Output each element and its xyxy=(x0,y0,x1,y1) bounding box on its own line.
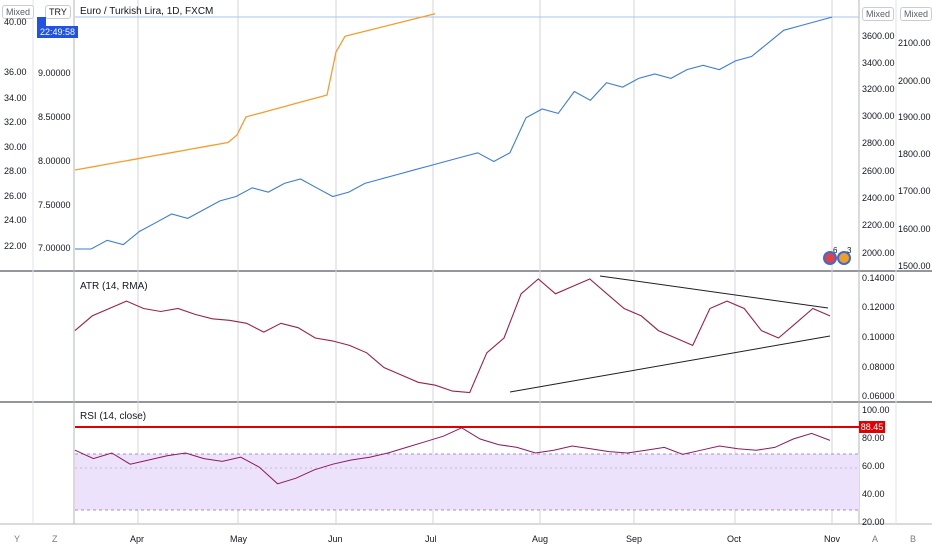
atr-pane-title[interactable]: ATR (14, RMA) xyxy=(80,281,148,292)
time-axis-label: Jul xyxy=(425,534,437,544)
time-axis-label: Apr xyxy=(130,534,145,544)
axis-tick-label: 26.00 xyxy=(4,191,27,201)
events-icon[interactable] xyxy=(823,251,837,265)
trendline-upper[interactable] xyxy=(599,275,829,309)
rsi-level-marker: 88.45 xyxy=(859,421,885,433)
events-count: 6 xyxy=(833,246,838,255)
axis-tick-label: 8.00000 xyxy=(38,156,71,166)
axis-tick-label: 0.12000 xyxy=(862,302,895,312)
axis-tick-label: 1500.00 xyxy=(898,260,931,271)
mixed-scale-toggle-right-b[interactable]: Mixed xyxy=(900,7,932,21)
axis-tick-label: 8.50000 xyxy=(38,112,71,122)
rsi-pane-title[interactable]: RSI (14, close) xyxy=(80,411,147,422)
axis-tick-label: 3600.00 xyxy=(862,31,895,41)
axis-tick-label: 0.06000 xyxy=(862,391,895,401)
axis-tick-label: 3200.00 xyxy=(862,84,895,94)
axis-tick-label: 28.00 xyxy=(4,166,27,176)
axis-tick-label: 0.08000 xyxy=(862,362,895,372)
rsi-series-line[interactable] xyxy=(74,427,831,485)
axis-tick-label: 2000.00 xyxy=(862,248,895,258)
axis-tick-label: 0.10000 xyxy=(862,332,895,342)
axis-tick-label: 32.00 xyxy=(4,117,27,127)
axis-tick-label: 34.00 xyxy=(4,93,27,103)
axis-tick-label: 1700.00 xyxy=(898,186,931,197)
chart-title[interactable]: Euro / Turkish Lira, 1D, FXCM xyxy=(80,6,214,17)
time-axis-label: May xyxy=(230,534,248,544)
price-series-line[interactable] xyxy=(75,16,833,250)
axis-tick-label: 1800.00 xyxy=(898,149,931,160)
time-axis-label: Aug xyxy=(532,534,549,544)
mixed-scale-toggle-left[interactable]: Mixed xyxy=(2,5,35,19)
axis-tick-label: 2000.00 xyxy=(898,75,931,86)
month-gridlines xyxy=(137,0,833,524)
events-count: 3 xyxy=(847,246,852,255)
axis-tick-label: 30.00 xyxy=(4,142,27,152)
axis-tick-label: 40.00 xyxy=(862,489,885,499)
corner-a-button[interactable]: A xyxy=(872,534,879,544)
axis-tick-label: 3400.00 xyxy=(862,58,895,68)
axis-tick-label: 0.14000 xyxy=(862,273,895,283)
axis-tick-label: 2800.00 xyxy=(862,138,895,148)
axis-tick-label: 100.00 xyxy=(862,405,890,415)
events-icon[interactable] xyxy=(837,251,851,265)
axis-tick-label: 80.00 xyxy=(862,433,885,443)
axis-tick-label: 24.00 xyxy=(4,215,27,225)
axis-tick-label: 36.00 xyxy=(4,67,27,77)
atr-series-line[interactable] xyxy=(74,278,831,394)
axis-tick-label: 1900.00 xyxy=(898,112,931,123)
rsi-band-fill xyxy=(75,454,859,510)
time-axis-label: Oct xyxy=(727,534,742,544)
axis-tick-label: 7.50000 xyxy=(38,200,71,210)
axis-tick-label: 7.00000 xyxy=(38,243,71,253)
comparison-series-line[interactable] xyxy=(74,13,436,171)
axis-tick-label: 2400.00 xyxy=(862,193,895,203)
last-price-marker-left xyxy=(37,17,46,29)
axis-tick-label: 9.00000 xyxy=(38,68,71,78)
axis-tick-label: 60.00 xyxy=(862,461,885,471)
corner-z-button[interactable]: Z xyxy=(52,534,58,544)
axis-tick-label: 20.00 xyxy=(862,517,885,527)
time-axis-label: Jun xyxy=(328,534,343,544)
axis-tick-label: 40.00 xyxy=(4,17,27,27)
axis-tick-label: 22.00 xyxy=(4,241,27,251)
axis-tick-label: 3000.00 xyxy=(862,111,895,121)
trendline-lower[interactable] xyxy=(509,335,831,393)
axis-tick-label: 1600.00 xyxy=(898,223,931,234)
corner-b-button[interactable]: B xyxy=(910,534,917,544)
mixed-scale-toggle-right-a[interactable]: Mixed xyxy=(862,7,895,21)
currency-badge[interactable]: TRY xyxy=(45,5,71,19)
corner-y-button[interactable]: Y xyxy=(14,534,21,544)
axis-tick-label: 2600.00 xyxy=(862,166,895,176)
axis-tick-label: 2200.00 xyxy=(862,220,895,230)
countdown-label: 22:49:58 xyxy=(37,26,79,38)
time-axis-label: Nov xyxy=(824,534,841,544)
axis-tick-label: 2100.00 xyxy=(898,37,931,48)
time-axis-label: Sep xyxy=(626,534,643,544)
